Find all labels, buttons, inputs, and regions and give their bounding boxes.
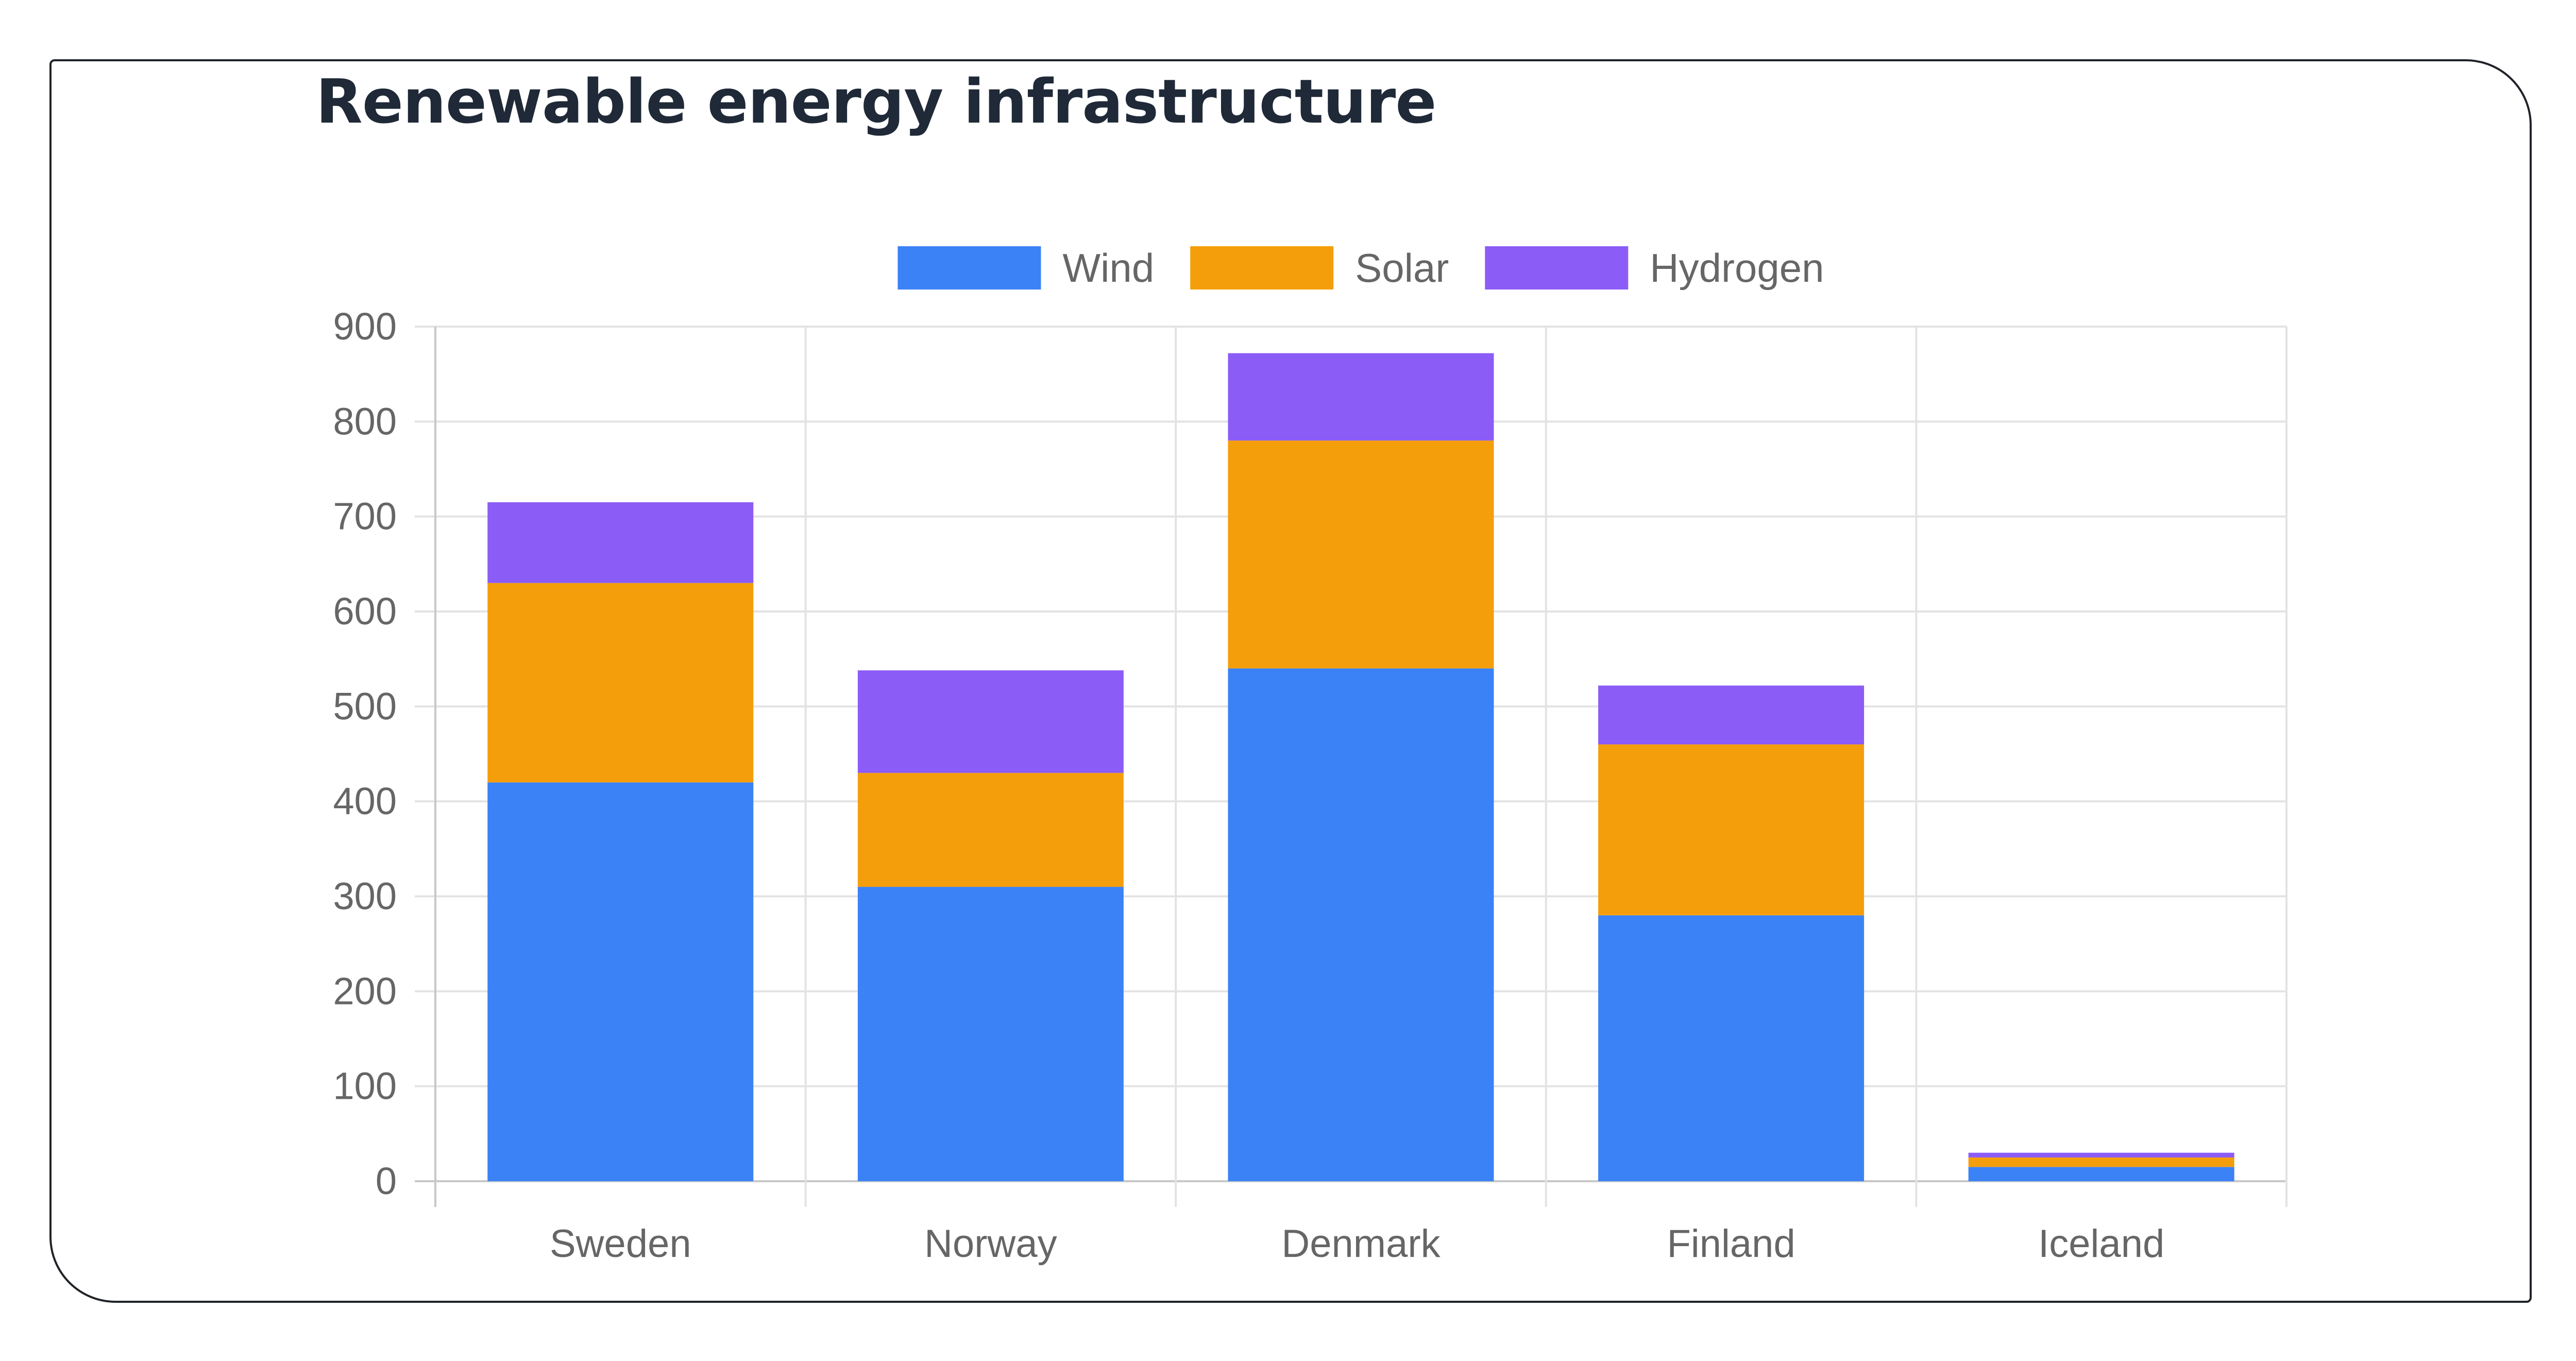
bars <box>487 353 2234 1181</box>
y-tick-label: 100 <box>333 1065 397 1108</box>
x-tick-label: Denmark <box>1281 1222 1440 1266</box>
bar-wind-finland[interactable] <box>1598 915 1865 1181</box>
x-tick-label: Sweden <box>550 1222 691 1266</box>
bar-solar-norway[interactable] <box>857 773 1124 887</box>
legend-item-solar[interactable]: Solar <box>1190 245 1449 291</box>
y-tick-label: 400 <box>333 780 397 823</box>
bar-hydrogen-sweden[interactable] <box>487 502 754 583</box>
bar-wind-sweden[interactable] <box>487 782 754 1181</box>
bar-solar-iceland[interactable] <box>1968 1157 2234 1167</box>
y-tick-label: 900 <box>333 305 397 348</box>
x-tick-label: Iceland <box>2038 1222 2164 1266</box>
bar-hydrogen-norway[interactable] <box>857 670 1124 773</box>
legend-label: Wind <box>1062 245 1154 291</box>
legend-item-wind[interactable]: Wind <box>897 245 1154 291</box>
bar-wind-norway[interactable] <box>857 887 1124 1181</box>
legend-swatch <box>1190 246 1334 290</box>
y-tick-label: 700 <box>333 495 397 538</box>
bar-wind-denmark[interactable] <box>1228 668 1494 1181</box>
legend-item-hydrogen[interactable]: Hydrogen <box>1485 245 1824 291</box>
y-tick-label: 0 <box>376 1160 397 1202</box>
y-tick-label: 600 <box>333 590 397 633</box>
y-tick-label: 200 <box>333 969 397 1012</box>
legend-swatch <box>1485 246 1629 290</box>
x-tick-label: Finland <box>1667 1222 1795 1266</box>
y-tick-label: 800 <box>333 400 397 443</box>
chart-title: Renewable energy infrastructure <box>316 66 1436 137</box>
axes: 0 100 200 300 400 500 600 700 800 900 Sweden Norway… <box>333 305 2165 1266</box>
bar-solar-finland[interactable] <box>1598 744 1865 915</box>
y-tick-label: 500 <box>333 685 397 727</box>
x-tick-label: Norway <box>924 1222 1057 1266</box>
bar-solar-denmark[interactable] <box>1228 440 1494 669</box>
bar-wind-iceland[interactable] <box>1968 1167 2234 1181</box>
bar-hydrogen-finland[interactable] <box>1598 685 1865 745</box>
legend-label: Solar <box>1355 245 1449 291</box>
legend: Wind Solar Hydrogen <box>897 245 1824 291</box>
legend-label: Hydrogen <box>1650 245 1824 291</box>
bar-hydrogen-denmark[interactable] <box>1228 353 1494 441</box>
bar-hydrogen-iceland[interactable] <box>1968 1152 2234 1158</box>
legend-swatch <box>897 246 1041 290</box>
y-tick-label: 300 <box>333 875 397 917</box>
bar-solar-sweden[interactable] <box>487 583 754 782</box>
